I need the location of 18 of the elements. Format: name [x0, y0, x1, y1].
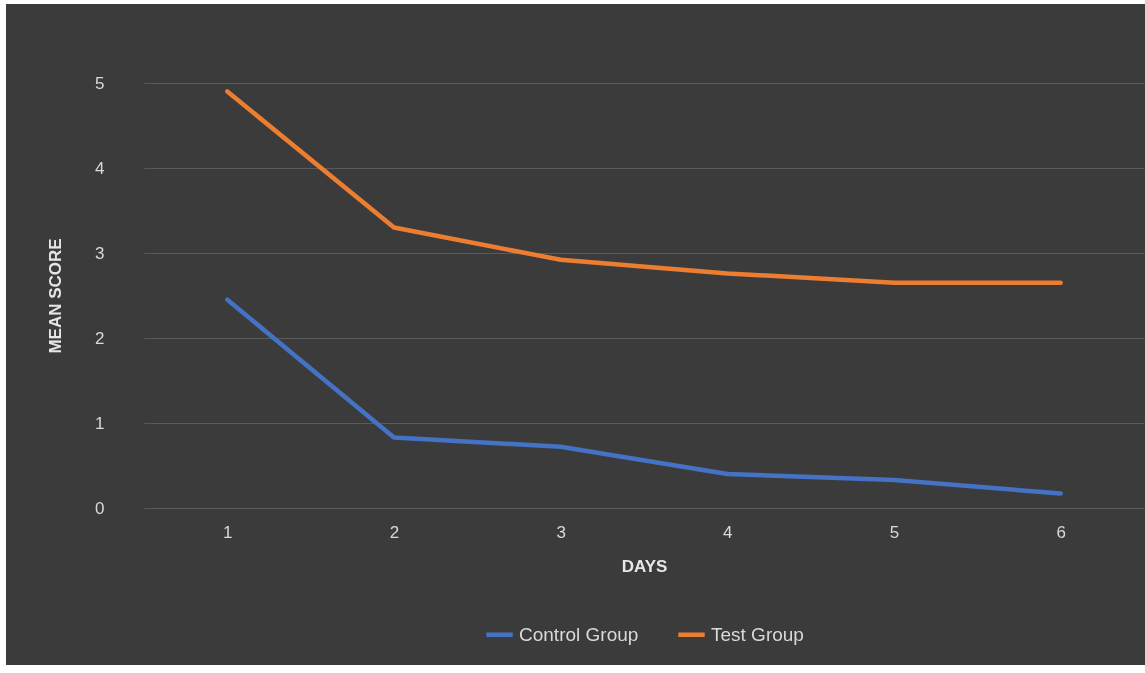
legend-label: Control Group: [519, 623, 639, 645]
line-series: [225, 297, 1063, 496]
x-axis-title: DAYS: [621, 556, 668, 576]
x-tick-label: 4: [723, 522, 733, 542]
y-tick-label: 1: [95, 413, 105, 433]
y-axis-title: MEAN SCORE: [46, 238, 66, 354]
x-tick-label: 1: [223, 522, 233, 542]
y-tick-label: 2: [95, 328, 105, 348]
x-tick-label: 3: [556, 522, 566, 542]
y-tick-label: 5: [95, 73, 105, 93]
y-tick-label: 3: [95, 243, 105, 263]
y-tick-label: 0: [95, 498, 105, 518]
y-tick-label: 4: [95, 158, 105, 178]
legend-label: Test Group: [711, 623, 804, 645]
x-tick-label: 2: [389, 522, 400, 542]
x-tick-label: 6: [1056, 522, 1066, 542]
x-tick-label: 5: [889, 522, 900, 542]
line-series: [225, 89, 1063, 285]
